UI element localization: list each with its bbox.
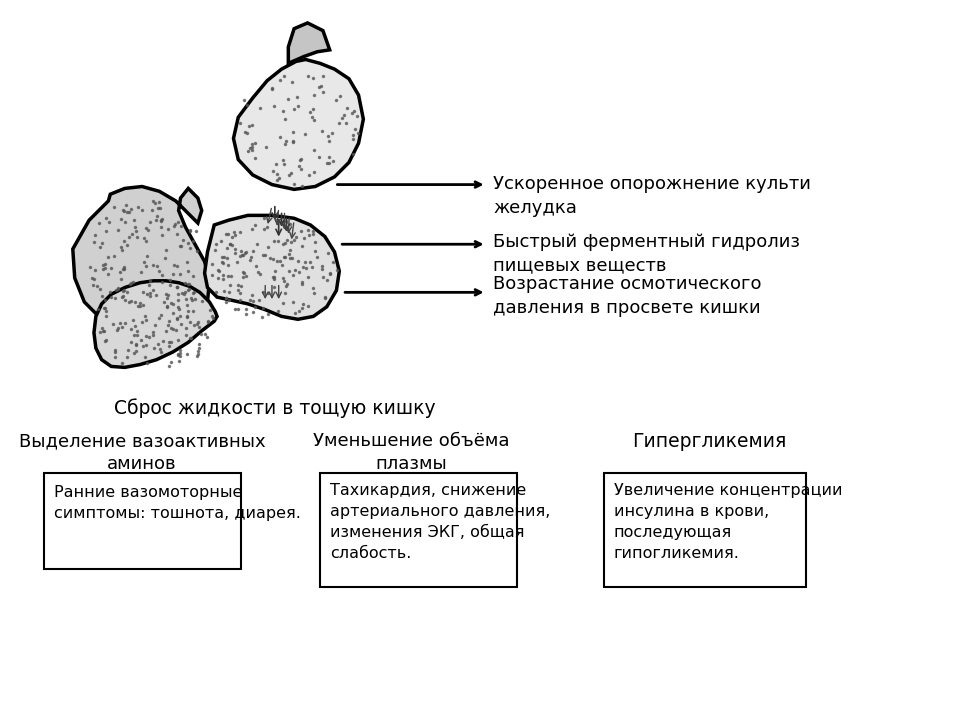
FancyBboxPatch shape	[604, 473, 806, 586]
Text: Тахикардия, снижение
артериального давления,
изменения ЭКГ, общая
слабость.: Тахикардия, снижение артериального давле…	[330, 483, 550, 561]
Polygon shape	[205, 215, 339, 320]
Text: Сброс жидкости в тощую кишку: Сброс жидкости в тощую кишку	[114, 398, 436, 418]
Polygon shape	[288, 23, 330, 63]
Text: Увеличение концентрации
инсулина в крови,
последующая
гипогликемия.: Увеличение концентрации инсулина в крови…	[613, 483, 842, 561]
Text: Быстрый ферментный гидролиз
пищевых веществ: Быстрый ферментный гидролиз пищевых веще…	[493, 233, 800, 275]
Text: Гипергликемия: Гипергликемия	[632, 432, 787, 451]
Text: Ускоренное опорожнение культи
желудка: Ускоренное опорожнение культи желудка	[493, 175, 811, 217]
Text: Выделение вазоактивных
аминов: Выделение вазоактивных аминов	[19, 432, 265, 474]
Text: Уменьшение объёма
плазмы: Уменьшение объёма плазмы	[313, 432, 510, 474]
Polygon shape	[94, 281, 217, 367]
FancyBboxPatch shape	[320, 473, 517, 586]
Polygon shape	[234, 60, 363, 189]
Polygon shape	[73, 187, 210, 339]
FancyBboxPatch shape	[44, 473, 241, 570]
Text: Ранние вазомоторные
симптомы: тошнота, диарея.: Ранние вазомоторные симптомы: тошнота, д…	[54, 485, 301, 521]
Text: Возрастание осмотического
давления в просвете кишки: Возрастание осмотического давления в про…	[493, 275, 762, 317]
